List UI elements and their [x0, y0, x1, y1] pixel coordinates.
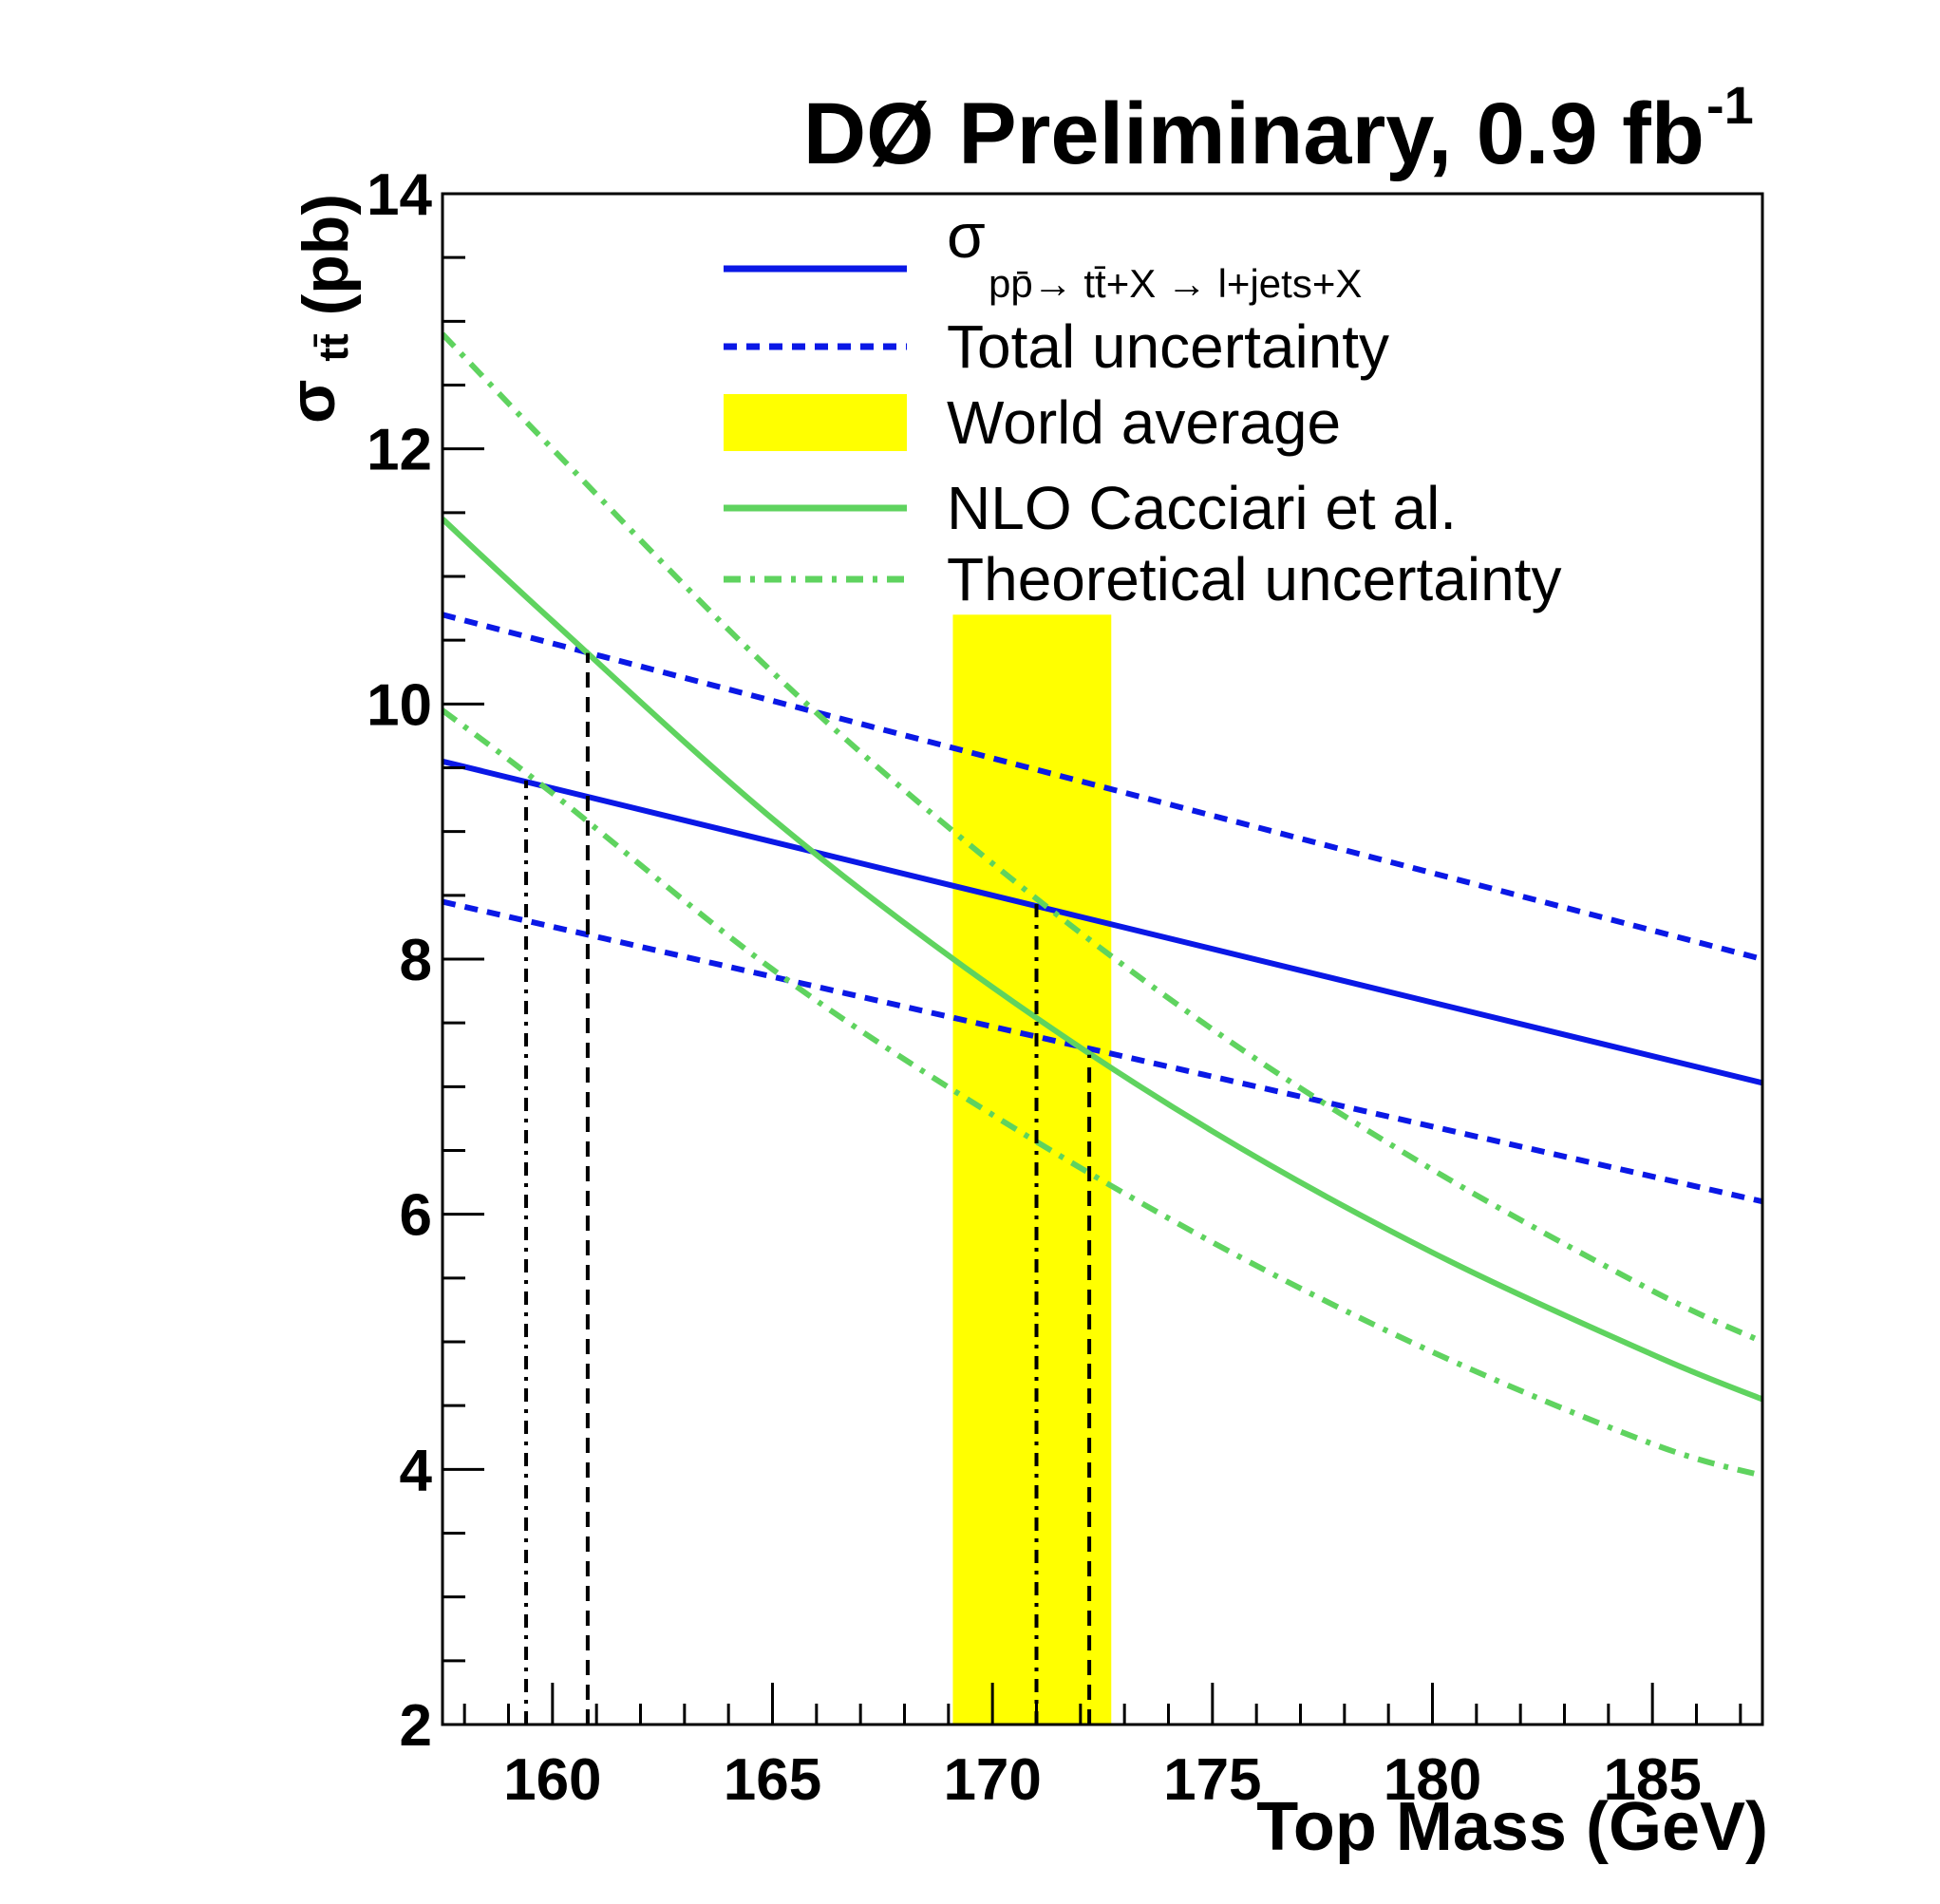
x-tick-label: 170 — [943, 1747, 1041, 1813]
legend-label: Total uncertainty — [947, 312, 1389, 381]
legend-label: NLO Cacciari et al. — [947, 474, 1457, 542]
legend-label: World average — [947, 388, 1341, 457]
y-axis: 2 4 6 8 10 12 14 — [367, 162, 484, 1759]
x-axis: 160 165 170 175 180 185 — [462, 1683, 1742, 1813]
y-tick-label: 12 — [367, 418, 432, 483]
y-tick-label: 14 — [367, 162, 432, 228]
x-tick-label: 180 — [1384, 1747, 1481, 1813]
y-axis-label-unit: (pb) — [290, 194, 362, 315]
x-tick-label: 165 — [724, 1747, 821, 1813]
x-tick-label: 175 — [1163, 1747, 1261, 1813]
x-tick-label: 185 — [1603, 1747, 1701, 1813]
y-axis-label: σ tt̄ (pb) — [276, 194, 362, 424]
vline-layer — [524, 652, 1092, 1725]
series-measured-central — [443, 758, 1762, 1086]
legend-label: σ — [947, 200, 986, 271]
legend-entry-2: Total uncertainty — [724, 312, 1389, 381]
legend-swatch-band — [724, 394, 907, 451]
series-layer — [443, 331, 1762, 1479]
series-measured-lower — [443, 898, 1762, 1205]
y-axis-label-text: σ tt̄ (pb) — [276, 194, 362, 424]
legend-label: Theoretical uncertainty — [947, 545, 1561, 613]
series-nlo-upper — [443, 331, 1762, 1345]
y-tick-label: 8 — [400, 928, 432, 993]
legend-entry-4: NLO Cacciari et al. — [724, 474, 1457, 542]
legend-entry-5: Theoretical uncertainty — [724, 545, 1561, 613]
y-tick-label: 2 — [400, 1693, 432, 1759]
y-axis-label-symbol: σ — [276, 380, 348, 424]
series-nlo-lower — [443, 707, 1762, 1479]
legend-entry-1: σpp̄→ tt̄+X → l+jets+X — [724, 200, 1362, 306]
chart-title-superscript: -1 — [1706, 75, 1754, 135]
x-tick-label: 160 — [503, 1747, 601, 1813]
chart-title: DØ Preliminary, 0.9 fb — [803, 85, 1705, 182]
y-tick-label: 4 — [400, 1438, 433, 1503]
y-tick-label: 6 — [400, 1183, 432, 1249]
series-nlo-central — [443, 517, 1762, 1403]
y-tick-label: 10 — [367, 672, 432, 738]
y-axis-label-subscript: tt̄ — [311, 333, 357, 362]
legend-entry-3: World average — [724, 388, 1341, 457]
chart-title-text: DØ Preliminary, 0.9 fb — [803, 85, 1705, 182]
legend-label-subscript: pp̄→ tt̄+X → l+jets+X — [989, 261, 1362, 306]
x-axis-label: Top Mass (GeV) — [1256, 1789, 1768, 1865]
